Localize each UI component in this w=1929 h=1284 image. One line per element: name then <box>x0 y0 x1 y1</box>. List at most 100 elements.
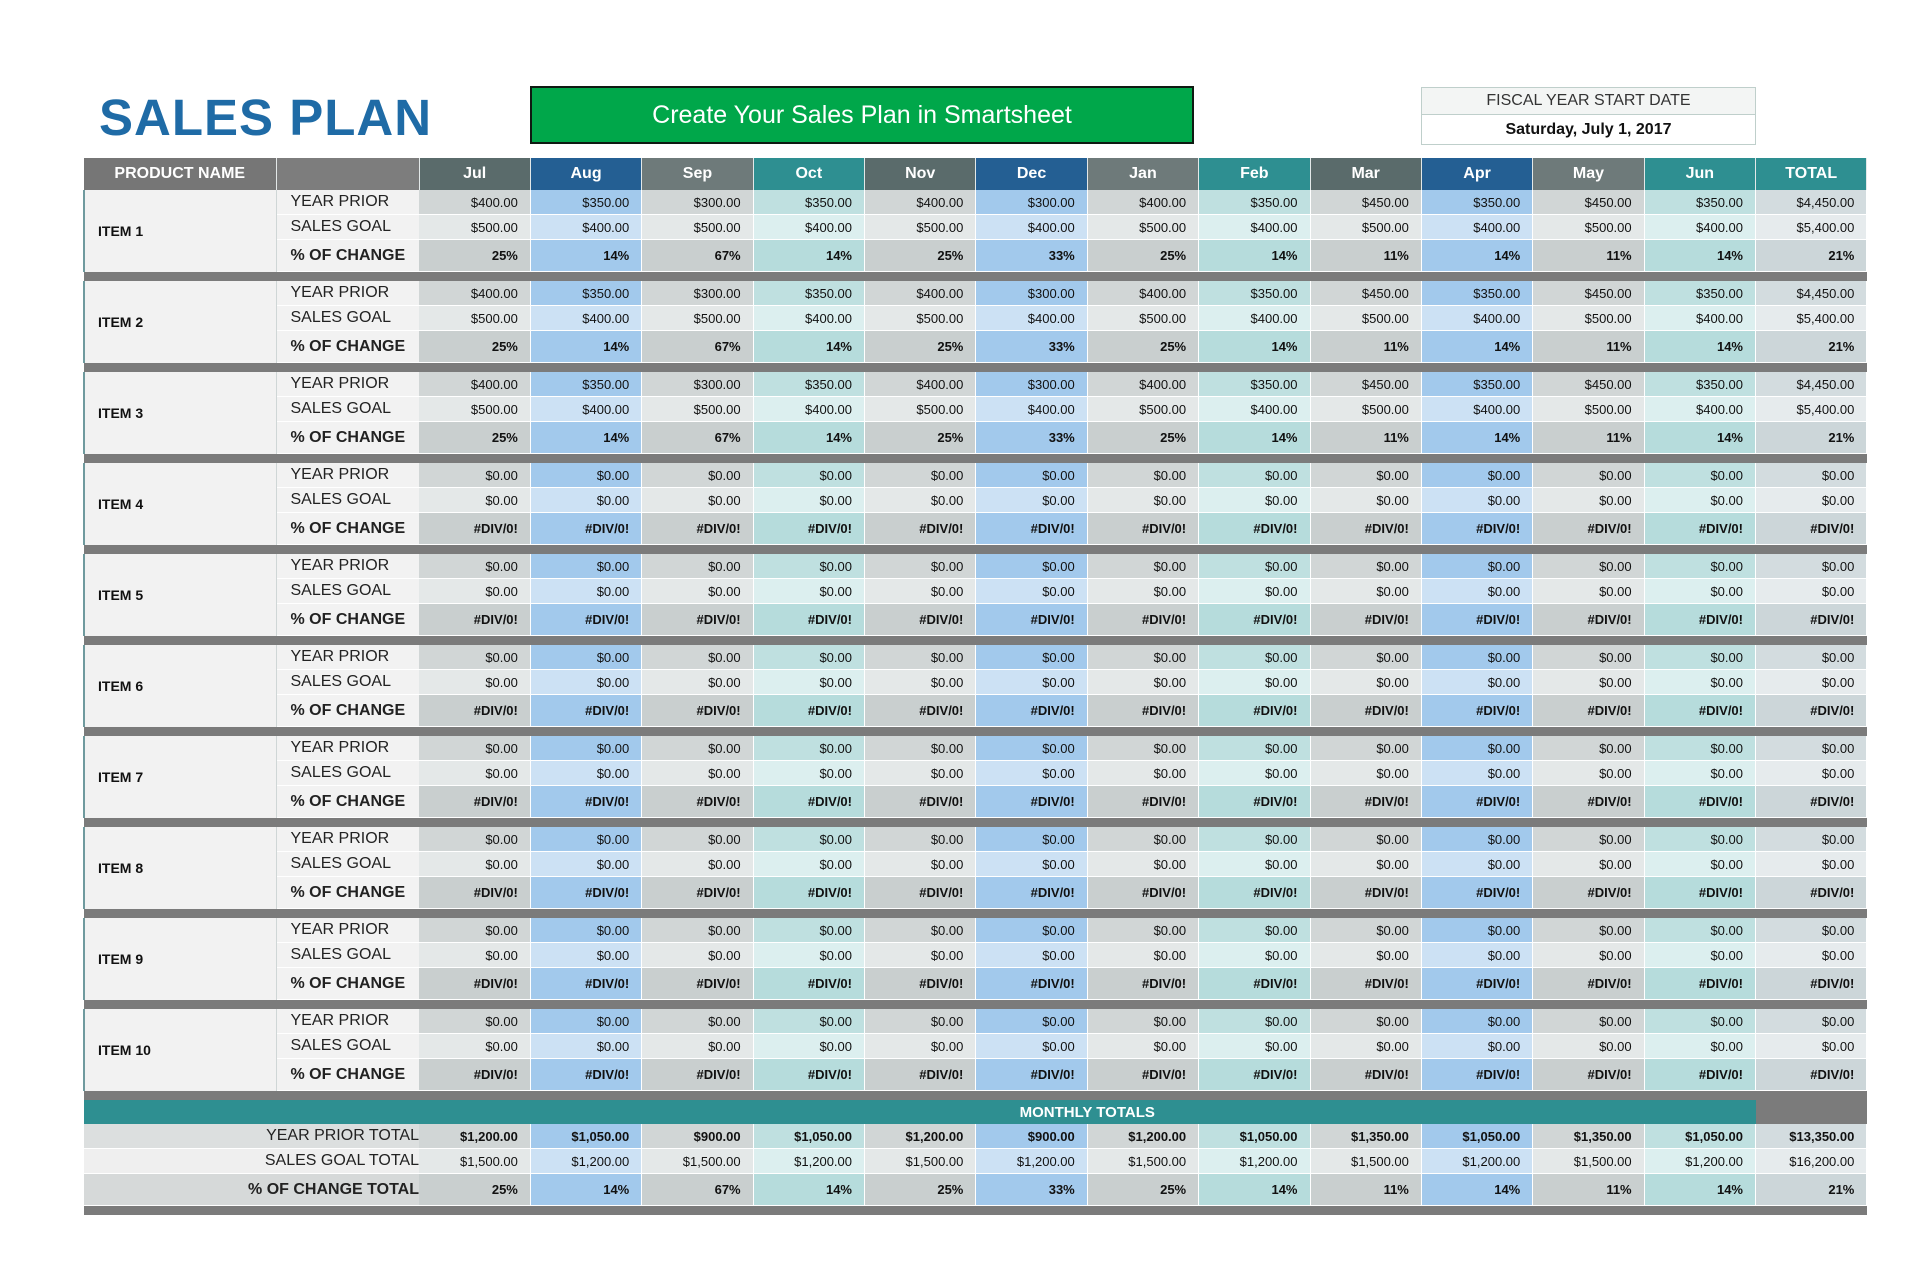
total-cell[interactable]: #DIV/0! <box>1755 967 1868 1000</box>
monthly-total-cell[interactable]: 25% <box>419 1173 531 1206</box>
value-cell[interactable]: $350.00 <box>1644 372 1757 397</box>
value-cell[interactable]: $0.00 <box>1644 851 1757 877</box>
monthly-total-cell[interactable]: 14% <box>1198 1173 1311 1206</box>
value-cell[interactable]: $400.00 <box>1198 396 1311 422</box>
value-cell[interactable]: #DIV/0! <box>1421 1058 1534 1091</box>
value-cell[interactable]: $0.00 <box>1087 918 1200 943</box>
total-cell[interactable]: $5,400.00 <box>1755 305 1868 331</box>
value-cell[interactable]: $0.00 <box>1087 827 1200 852</box>
total-cell[interactable]: 21% <box>1755 421 1868 454</box>
value-cell[interactable]: #DIV/0! <box>1087 876 1200 909</box>
value-cell[interactable]: $500.00 <box>1087 305 1200 331</box>
value-cell[interactable]: $0.00 <box>1310 645 1422 670</box>
value-cell[interactable]: 14% <box>1421 239 1534 272</box>
value-cell[interactable]: 14% <box>1644 421 1757 454</box>
value-cell[interactable]: #DIV/0! <box>419 967 531 1000</box>
value-cell[interactable]: $0.00 <box>530 554 643 579</box>
value-cell[interactable]: $350.00 <box>1421 281 1534 306</box>
value-cell[interactable]: #DIV/0! <box>641 603 754 636</box>
value-cell[interactable]: $0.00 <box>1198 645 1311 670</box>
monthly-total-cell[interactable]: $1,500.00 <box>1532 1148 1645 1174</box>
value-cell[interactable]: $0.00 <box>1644 669 1757 695</box>
value-cell[interactable]: $0.00 <box>641 487 754 513</box>
value-cell[interactable]: #DIV/0! <box>753 785 866 818</box>
value-cell[interactable]: $0.00 <box>1532 851 1645 877</box>
value-cell[interactable]: #DIV/0! <box>1198 967 1311 1000</box>
total-cell[interactable]: $0.00 <box>1755 645 1868 670</box>
value-cell[interactable]: $0.00 <box>419 918 531 943</box>
value-cell[interactable]: $0.00 <box>1532 827 1645 852</box>
value-cell[interactable]: $0.00 <box>975 1033 1088 1059</box>
value-cell[interactable]: $300.00 <box>641 190 754 215</box>
value-cell[interactable]: 25% <box>864 239 977 272</box>
value-cell[interactable]: $0.00 <box>1310 669 1422 695</box>
value-cell[interactable]: $0.00 <box>975 736 1088 761</box>
value-cell[interactable]: 11% <box>1310 421 1422 454</box>
value-cell[interactable]: $500.00 <box>864 396 977 422</box>
value-cell[interactable]: $500.00 <box>1087 214 1200 240</box>
value-cell[interactable]: $0.00 <box>1087 1009 1200 1034</box>
value-cell[interactable]: $400.00 <box>975 305 1088 331</box>
value-cell[interactable]: $0.00 <box>1310 851 1422 877</box>
value-cell[interactable]: $350.00 <box>1644 281 1757 306</box>
value-cell[interactable]: $0.00 <box>1087 645 1200 670</box>
monthly-total-cell[interactable]: $900.00 <box>641 1124 754 1149</box>
value-cell[interactable]: $400.00 <box>1198 305 1311 331</box>
value-cell[interactable]: $400.00 <box>975 396 1088 422</box>
total-cell[interactable]: #DIV/0! <box>1755 512 1868 545</box>
total-cell[interactable]: $4,450.00 <box>1755 281 1868 306</box>
value-cell[interactable]: $0.00 <box>753 669 866 695</box>
value-cell[interactable]: $0.00 <box>1310 760 1422 786</box>
value-cell[interactable]: $0.00 <box>1644 827 1757 852</box>
value-cell[interactable]: 14% <box>530 421 643 454</box>
value-cell[interactable]: $0.00 <box>1198 736 1311 761</box>
value-cell[interactable]: $0.00 <box>1421 736 1534 761</box>
value-cell[interactable]: #DIV/0! <box>1644 603 1757 636</box>
total-cell[interactable]: 21% <box>1755 330 1868 363</box>
value-cell[interactable]: #DIV/0! <box>641 694 754 727</box>
value-cell[interactable]: #DIV/0! <box>1198 603 1311 636</box>
value-cell[interactable]: $0.00 <box>1087 554 1200 579</box>
value-cell[interactable]: $300.00 <box>641 281 754 306</box>
value-cell[interactable]: $400.00 <box>530 305 643 331</box>
monthly-total-cell[interactable]: $1,200.00 <box>530 1148 643 1174</box>
monthly-total-cell[interactable]: 11% <box>1532 1173 1645 1206</box>
value-cell[interactable]: $0.00 <box>864 760 977 786</box>
total-cell[interactable]: $0.00 <box>1755 851 1868 877</box>
item-name-cell[interactable]: ITEM 1 <box>83 190 277 272</box>
value-cell[interactable]: #DIV/0! <box>975 876 1088 909</box>
value-cell[interactable]: 14% <box>753 239 866 272</box>
value-cell[interactable]: $0.00 <box>1198 487 1311 513</box>
total-cell[interactable]: #DIV/0! <box>1755 694 1868 727</box>
value-cell[interactable]: #DIV/0! <box>975 512 1088 545</box>
value-cell[interactable]: $0.00 <box>530 736 643 761</box>
value-cell[interactable]: $400.00 <box>1087 372 1200 397</box>
value-cell[interactable]: #DIV/0! <box>419 876 531 909</box>
value-cell[interactable]: #DIV/0! <box>641 512 754 545</box>
value-cell[interactable]: $450.00 <box>1532 281 1645 306</box>
value-cell[interactable]: $500.00 <box>641 214 754 240</box>
value-cell[interactable]: #DIV/0! <box>1310 785 1422 818</box>
value-cell[interactable]: #DIV/0! <box>1532 967 1645 1000</box>
value-cell[interactable]: $400.00 <box>1644 305 1757 331</box>
value-cell[interactable]: $0.00 <box>864 827 977 852</box>
monthly-total-cell[interactable]: $1,050.00 <box>1198 1124 1311 1149</box>
value-cell[interactable]: $500.00 <box>1310 305 1422 331</box>
value-cell[interactable]: $0.00 <box>753 736 866 761</box>
monthly-total-cell[interactable]: 67% <box>641 1173 754 1206</box>
value-cell[interactable]: #DIV/0! <box>975 967 1088 1000</box>
value-cell[interactable]: #DIV/0! <box>1421 694 1534 727</box>
value-cell[interactable]: #DIV/0! <box>530 603 643 636</box>
value-cell[interactable]: $0.00 <box>753 760 866 786</box>
value-cell[interactable]: #DIV/0! <box>641 967 754 1000</box>
value-cell[interactable]: #DIV/0! <box>641 1058 754 1091</box>
item-name-cell[interactable]: ITEM 8 <box>83 827 277 909</box>
value-cell[interactable]: #DIV/0! <box>530 1058 643 1091</box>
value-cell[interactable]: $0.00 <box>641 1033 754 1059</box>
value-cell[interactable]: $400.00 <box>1198 214 1311 240</box>
value-cell[interactable]: #DIV/0! <box>1310 967 1422 1000</box>
value-cell[interactable]: #DIV/0! <box>1532 512 1645 545</box>
value-cell[interactable]: $0.00 <box>975 760 1088 786</box>
value-cell[interactable]: $400.00 <box>1087 190 1200 215</box>
value-cell[interactable]: #DIV/0! <box>1087 694 1200 727</box>
